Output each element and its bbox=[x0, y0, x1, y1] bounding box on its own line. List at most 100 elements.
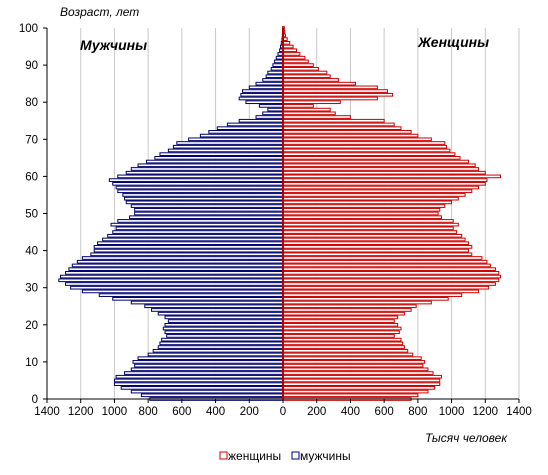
women-bar bbox=[282, 352, 414, 357]
men-bar bbox=[262, 111, 284, 116]
women-bar bbox=[282, 207, 441, 212]
women-bar bbox=[282, 237, 466, 242]
men-bar bbox=[240, 92, 284, 97]
men-bar bbox=[130, 367, 284, 372]
men-bar bbox=[145, 159, 284, 164]
men-bar bbox=[130, 204, 284, 208]
x-tick-label: 400 bbox=[341, 406, 360, 418]
y-tick-label: 0 bbox=[32, 394, 38, 406]
women-bar bbox=[282, 367, 429, 372]
women-bar bbox=[282, 293, 463, 297]
women-bar bbox=[282, 319, 395, 323]
men-bar bbox=[265, 74, 284, 79]
women-bar bbox=[282, 289, 480, 294]
men-bar bbox=[124, 371, 284, 375]
men-bar bbox=[122, 193, 284, 197]
men-bar bbox=[132, 360, 284, 364]
men-bar bbox=[172, 144, 284, 149]
men-bar bbox=[159, 341, 284, 346]
men-bar bbox=[167, 319, 284, 323]
men-bar bbox=[226, 122, 284, 127]
women-bar bbox=[282, 282, 496, 286]
men-bar bbox=[272, 63, 284, 67]
women-bar bbox=[282, 241, 469, 246]
men-bar bbox=[267, 107, 284, 112]
women-bar bbox=[282, 285, 490, 290]
women-bar bbox=[282, 92, 394, 97]
men-bar bbox=[97, 241, 284, 246]
women-bar bbox=[282, 133, 419, 138]
x-tick-label: 1000 bbox=[439, 406, 465, 418]
men-bar bbox=[162, 326, 284, 331]
men-bar bbox=[267, 70, 284, 75]
women-bar bbox=[282, 81, 356, 86]
men-bar bbox=[81, 289, 284, 294]
women-bar bbox=[282, 100, 341, 105]
women-bar bbox=[282, 96, 378, 101]
men-bar bbox=[130, 389, 284, 394]
men-bar bbox=[98, 293, 284, 297]
y-tick-label: 10 bbox=[25, 357, 38, 369]
women-bar bbox=[282, 271, 500, 275]
men-bar bbox=[270, 66, 284, 71]
men-bar bbox=[113, 382, 284, 386]
x-tick-label: 1400 bbox=[34, 406, 60, 418]
men-bar bbox=[59, 274, 284, 279]
men-bar bbox=[164, 322, 284, 327]
x-tick-label: 800 bbox=[408, 406, 427, 418]
x-tick-label: 600 bbox=[375, 406, 394, 418]
men-bar bbox=[248, 85, 284, 90]
women-bar bbox=[282, 215, 442, 220]
men-bar bbox=[255, 115, 284, 119]
men-bar bbox=[117, 219, 284, 223]
women-bar bbox=[282, 104, 314, 108]
women-bar bbox=[282, 226, 454, 231]
women-bar bbox=[282, 393, 419, 398]
men-bar bbox=[107, 233, 284, 238]
men-bar bbox=[71, 263, 284, 268]
women-bar bbox=[282, 178, 488, 182]
women-bar bbox=[282, 200, 453, 205]
men-bar bbox=[134, 207, 284, 212]
legend-women-swatch bbox=[219, 451, 228, 460]
women-bar bbox=[282, 267, 496, 271]
men-bar bbox=[144, 304, 284, 309]
women-bar bbox=[282, 152, 456, 156]
men-bar bbox=[152, 348, 284, 353]
women-bar bbox=[282, 74, 331, 79]
x-tick-label: 0 bbox=[280, 406, 286, 418]
women-bar bbox=[282, 156, 461, 160]
men-bar bbox=[166, 334, 284, 338]
men-bar bbox=[115, 185, 284, 190]
women-bar bbox=[282, 189, 473, 194]
men-bar bbox=[113, 378, 284, 383]
y-tick-label: 70 bbox=[25, 134, 38, 146]
men-bar bbox=[164, 330, 284, 335]
women-bar bbox=[282, 111, 336, 116]
men-bar bbox=[130, 300, 284, 305]
men-bar bbox=[112, 181, 284, 186]
women-bar bbox=[282, 122, 395, 127]
women-bar bbox=[282, 245, 473, 249]
women-bar bbox=[282, 167, 480, 171]
women-bar bbox=[282, 233, 463, 238]
men-bar bbox=[125, 170, 284, 175]
women-bar bbox=[282, 274, 501, 279]
women-bar bbox=[282, 55, 306, 60]
women-bar bbox=[282, 211, 439, 216]
women-bar bbox=[282, 356, 422, 361]
legend-men-swatch bbox=[291, 451, 300, 460]
women-bar bbox=[282, 371, 434, 375]
men-bar bbox=[112, 296, 284, 301]
men-bar bbox=[151, 308, 284, 312]
women-bar bbox=[282, 278, 500, 283]
x-tick-label: 1000 bbox=[102, 406, 128, 418]
women-bar bbox=[282, 334, 395, 338]
women-bar bbox=[282, 85, 378, 90]
women-bar bbox=[282, 252, 473, 257]
x-tick-label: 400 bbox=[206, 406, 225, 418]
men-bar bbox=[117, 174, 284, 179]
men-bar bbox=[262, 78, 284, 82]
women-bar bbox=[282, 360, 426, 364]
